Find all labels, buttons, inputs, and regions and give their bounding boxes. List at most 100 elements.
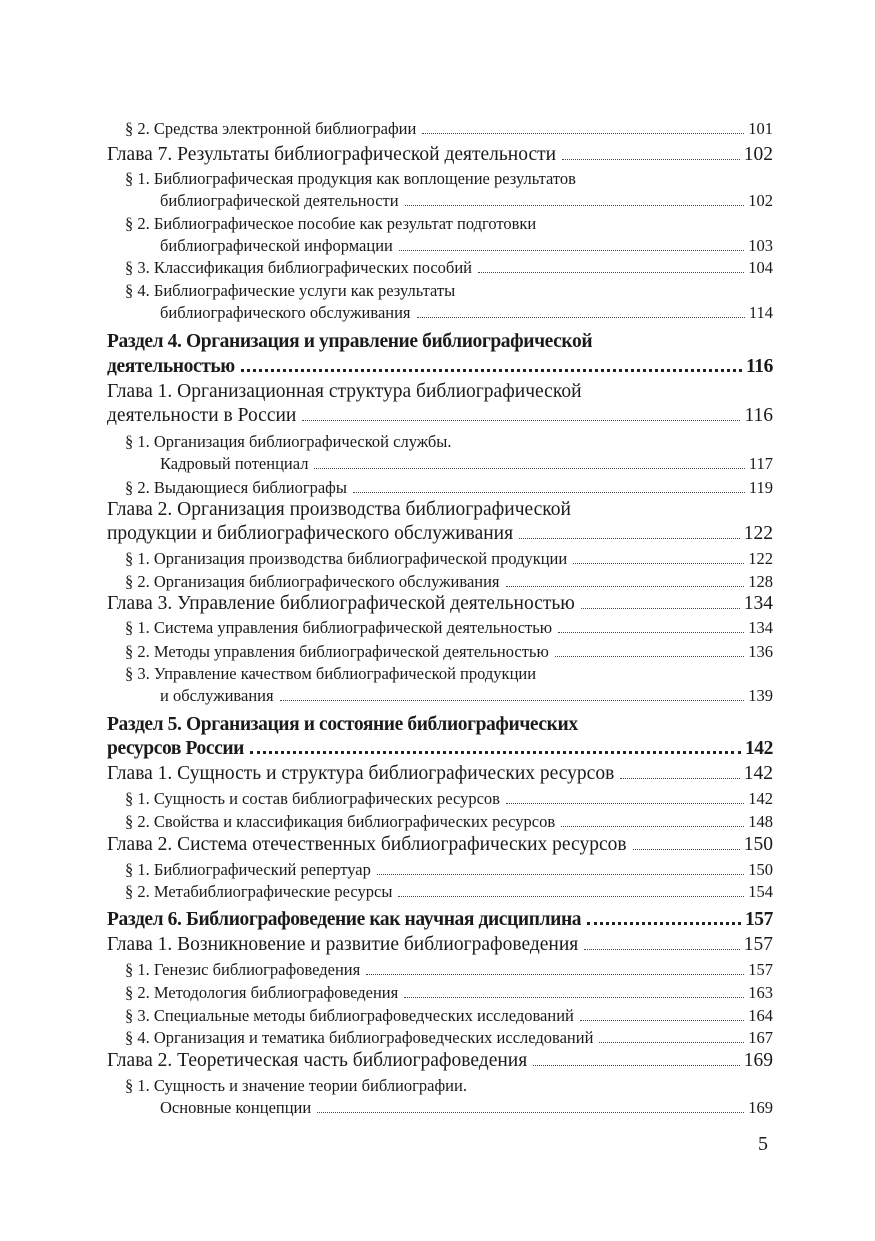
- dot-leader: [317, 1112, 745, 1113]
- dot-leader: [580, 608, 740, 609]
- toc-section-line: § 1. Библиографический репертуар 150: [125, 860, 773, 880]
- toc-section-line: § 1. Сущность и состав библиографических…: [125, 789, 773, 809]
- dot-leader: [632, 849, 740, 850]
- toc-entry-title: § 1. Генезис библиографоведения: [125, 960, 361, 979]
- toc-page-number: 157: [744, 909, 773, 930]
- toc-page-number: 136: [748, 642, 773, 661]
- page-number: 5: [758, 1133, 768, 1155]
- dot-leader: [561, 826, 745, 827]
- dot-leader: [584, 949, 740, 950]
- toc-entry-title: и обслуживания: [160, 686, 274, 705]
- toc-entry-title: § 1. Сущность и значение теории библиогр…: [125, 1076, 467, 1095]
- toc-page-number: 102: [748, 191, 773, 210]
- dot-leader: [505, 803, 745, 804]
- toc-chapter-line: Глава 3. Управление библиографической де…: [107, 593, 773, 615]
- toc-page-number: 167: [748, 1028, 773, 1047]
- toc-entry-title: Глава 7. Результаты библиографической де…: [107, 144, 557, 165]
- toc-entry-title: § 3. Специальные методы библиографоведче…: [125, 1006, 574, 1025]
- toc-entry-title: библиографического обслуживания: [160, 303, 411, 322]
- toc-section-line: § 3. Классификация библиографических пос…: [125, 258, 773, 278]
- toc-part-line: Раздел 4. Организация и управление библи…: [107, 331, 773, 353]
- toc-entry-title: § 4. Организация и тематика библиографов…: [125, 1028, 594, 1047]
- toc-page-number: 104: [748, 258, 773, 277]
- dot-leader: [533, 1065, 740, 1066]
- toc-page-number: 142: [744, 738, 773, 759]
- toc-section-line: § 2. Средства электронной библиографии 10…: [125, 119, 773, 139]
- dot-leader: [398, 250, 745, 251]
- toc-page-number: 164: [748, 1006, 773, 1025]
- toc-entry-title: Кадровый потенциал: [160, 454, 309, 473]
- toc-chapter-line: Глава 1. Возникновение и развитие библио…: [107, 934, 773, 956]
- toc-page-number: 102: [743, 144, 773, 165]
- toc-page-number: 122: [748, 549, 773, 568]
- toc-page-number: 116: [744, 405, 773, 426]
- dot-leader: [620, 778, 740, 779]
- toc-entry-title: § 2. Организация библиографического обсл…: [125, 572, 500, 591]
- dot-leader: [562, 159, 740, 160]
- toc-section-line: § 1. Сущность и значение теории библиогр…: [125, 1076, 773, 1096]
- toc-part-line: ресурсов России 142: [107, 738, 773, 760]
- toc-section-line: § 2. Метабиблиографические ресурсы 154: [125, 882, 773, 902]
- toc-page-number: 117: [748, 454, 773, 473]
- toc-part-line: Раздел 5. Организация и состояние библио…: [107, 714, 773, 736]
- toc-entry-title: библиографической информации: [160, 236, 393, 255]
- toc-page-number: 128: [748, 572, 773, 591]
- toc-section-line: § 4. Библиографические услуги как резуль…: [125, 281, 773, 301]
- toc-section-line: § 1. Организация библиографической служб…: [125, 432, 773, 452]
- toc-entry-title: § 4. Библиографические услуги как резуль…: [125, 281, 456, 300]
- toc-section-line: § 2. Методология библиографоведения 163: [125, 983, 773, 1003]
- toc-entry-title: Глава 1. Организационная структура библи…: [107, 381, 582, 402]
- toc-entry-title: § 2. Свойства и классификация библиограф…: [125, 812, 556, 831]
- toc-entry-title: § 1. Библиографический репертуар: [125, 860, 371, 879]
- toc-entry-title: Глава 2. Теоретическая часть библиографо…: [107, 1050, 528, 1071]
- toc-page-number: 134: [748, 618, 773, 637]
- toc-page-number: 103: [748, 236, 773, 255]
- toc-page-number: 116: [746, 356, 773, 377]
- toc-section-line: § 1. Генезис библиографоведения 157: [125, 960, 773, 980]
- toc-entry-title: § 3. Управление качеством библиографичес…: [125, 664, 537, 683]
- toc-entry-title: § 2. Средства электронной библиографии: [125, 119, 417, 138]
- dot-leader: [279, 700, 745, 701]
- toc-chapter-line: Глава 2. Организация производства библио…: [107, 499, 773, 521]
- toc-chapter-line: Глава 1. Организационная структура библи…: [107, 381, 773, 403]
- dot-leader: [554, 656, 745, 657]
- toc-entry-title: продукции и библиографического обслужива…: [107, 523, 514, 544]
- toc-entry-title: Раздел 4. Организация и управление библи…: [107, 331, 593, 352]
- toc-page-number: 157: [748, 960, 773, 979]
- toc-entry-title: деятельности в России: [107, 405, 297, 426]
- toc-entry-title: Глава 2. Организация производства библио…: [107, 499, 571, 520]
- toc-entry-title: § 2. Методы управления библиографической…: [125, 642, 549, 661]
- toc-section-line: § 2. Библиографическое пособие как резул…: [125, 214, 773, 234]
- toc-entry-title: § 2. Метабиблиографические ресурсы: [125, 882, 393, 901]
- toc-entry-title: Глава 1. Возникновение и развитие библио…: [107, 934, 579, 955]
- toc-entry-title: Глава 1. Сущность и структура библиограф…: [107, 763, 615, 784]
- toc-page-number: 139: [748, 686, 773, 705]
- toc-page-number: 101: [748, 119, 773, 138]
- toc-chapter-line: Глава 7. Результаты библиографической де…: [107, 144, 773, 166]
- toc-section-line: библиографического обслуживания 114: [160, 303, 773, 323]
- toc-entry-title: § 1. Библиографическая продукция как воп…: [125, 169, 576, 188]
- toc-part-line: деятельностью 116: [107, 356, 773, 378]
- toc-section-line: § 3. Управление качеством библиографичес…: [125, 664, 773, 684]
- dot-leader: [422, 133, 745, 134]
- toc-entry-title: § 1. Организация библиографической служб…: [125, 432, 452, 451]
- toc-section-line: § 1. Библиографическая продукция как воп…: [125, 169, 773, 189]
- toc-entry-title: Глава 3. Управление библиографической де…: [107, 593, 575, 614]
- toc-page-number: 114: [748, 303, 773, 322]
- dot-leader: [302, 420, 741, 421]
- toc-entry-title: Глава 2. Система отечественных библиогра…: [107, 834, 627, 855]
- toc-section-line: Основные концепции 169: [160, 1098, 773, 1118]
- toc-page-number: 122: [743, 523, 773, 544]
- toc-page-number: 163: [748, 983, 773, 1002]
- toc-section-line: § 2. Организация библиографического обсл…: [125, 572, 773, 592]
- dot-leader: [376, 874, 745, 875]
- dot-leader: [599, 1042, 745, 1043]
- dot-leader: [519, 538, 740, 539]
- toc-page-number: 142: [743, 763, 773, 784]
- toc-page-number: 142: [748, 789, 773, 808]
- toc-entry-title: § 2. Библиографическое пособие как резул…: [125, 214, 537, 233]
- toc-page-number: 150: [743, 834, 773, 855]
- toc-entry-title: деятельностью: [107, 356, 235, 377]
- toc-section-line: Кадровый потенциал 117: [160, 454, 773, 474]
- toc-section-line: § 2. Выдающиеся библиографы 119: [125, 478, 773, 498]
